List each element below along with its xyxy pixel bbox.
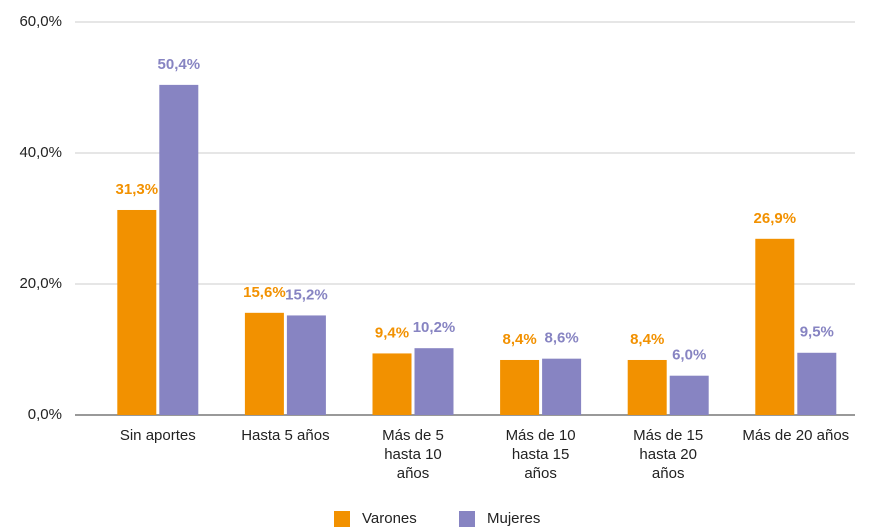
value-label: 31,3% — [116, 181, 159, 198]
value-label: 8,4% — [630, 331, 664, 348]
x-tick-label: Más de 20 años — [742, 427, 850, 444]
bar — [414, 348, 454, 415]
value-label: 26,9% — [754, 210, 797, 227]
bar — [542, 358, 582, 415]
x-tick-label: Sin aportes — [119, 427, 196, 444]
legend-swatch — [334, 511, 350, 527]
bar — [286, 315, 326, 415]
y-tick-label: 40,0% — [19, 144, 62, 161]
bar — [117, 209, 157, 415]
value-label: 15,2% — [285, 286, 328, 303]
value-label: 10,2% — [413, 319, 456, 336]
value-label: 8,4% — [502, 331, 536, 348]
bar — [500, 359, 540, 415]
bar — [797, 352, 837, 415]
legend-swatch — [459, 511, 475, 527]
x-tick-label: Más de 10 hasta 15 años — [505, 427, 576, 482]
bar — [159, 84, 199, 415]
bar — [244, 312, 284, 415]
y-tick-label: 20,0% — [19, 275, 62, 292]
x-tick-label: Hasta 5 años — [241, 427, 330, 444]
y-tick-label: 0,0% — [28, 406, 62, 423]
value-label: 8,6% — [544, 330, 578, 347]
bar — [755, 238, 795, 415]
bar — [669, 375, 709, 415]
x-tick-label: Más de 5 hasta 10 años — [382, 427, 444, 482]
value-label: 50,4% — [158, 56, 201, 73]
bar — [372, 353, 412, 415]
value-label: 9,4% — [375, 324, 409, 341]
y-tick-label: 60,0% — [19, 13, 62, 30]
value-label: 15,6% — [243, 284, 286, 301]
x-tick-label: Más de 15 hasta 20 años — [633, 427, 704, 482]
legend-label: Mujeres — [487, 510, 541, 527]
bar — [627, 359, 667, 415]
legend-label: Varones — [362, 510, 417, 527]
value-label: 9,5% — [800, 324, 834, 341]
value-label: 6,0% — [672, 347, 706, 364]
